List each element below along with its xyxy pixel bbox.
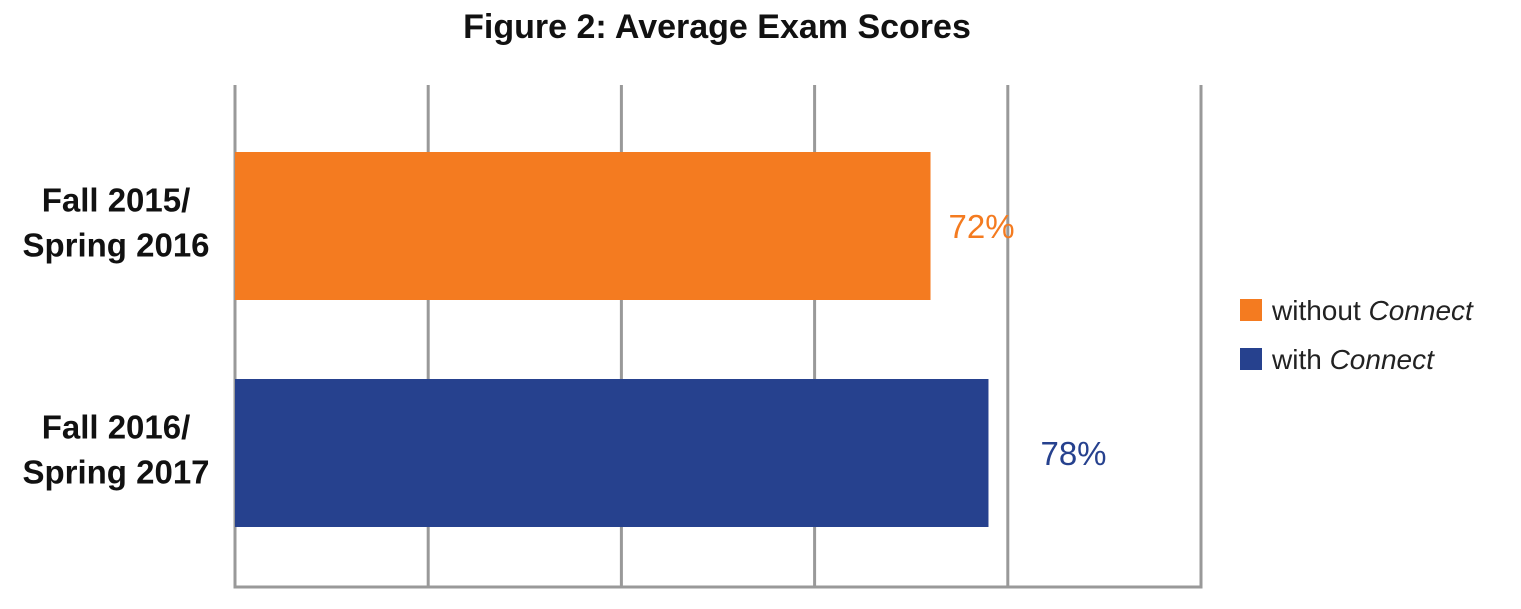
bar-1: [235, 152, 931, 300]
category-label-1: Fall 2015/Spring 2016: [22, 182, 209, 264]
category-label-line: Spring 2017: [22, 454, 209, 491]
category-label-line: Spring 2016: [22, 227, 209, 264]
legend-label-text: with: [1271, 344, 1330, 375]
data-label-2: 78%: [1040, 435, 1106, 472]
bars: [235, 152, 989, 527]
legend-swatch-1: [1240, 299, 1262, 321]
category-label-line: Fall 2016/: [42, 409, 191, 446]
category-labels: Fall 2015/Spring 2016 Fall 2016/Spring 20…: [22, 182, 209, 491]
legend-swatch-2: [1240, 348, 1262, 370]
category-label-2: Fall 2016/Spring 2017: [22, 409, 209, 491]
data-labels: 72% 78%: [949, 208, 1107, 472]
legend-label-text: without: [1271, 295, 1369, 326]
data-label-1: 72%: [949, 208, 1015, 245]
legend-label-2: with Connect: [1271, 344, 1435, 375]
category-label-line: Fall 2015/: [42, 182, 191, 219]
bar-2: [235, 379, 989, 527]
chart-title: Figure 2: Average Exam Scores: [463, 8, 971, 46]
legend-label-1: without Connect: [1271, 295, 1474, 326]
legend-label-emphasis: Connect: [1330, 344, 1436, 375]
legend-label-emphasis: Connect: [1369, 295, 1475, 326]
